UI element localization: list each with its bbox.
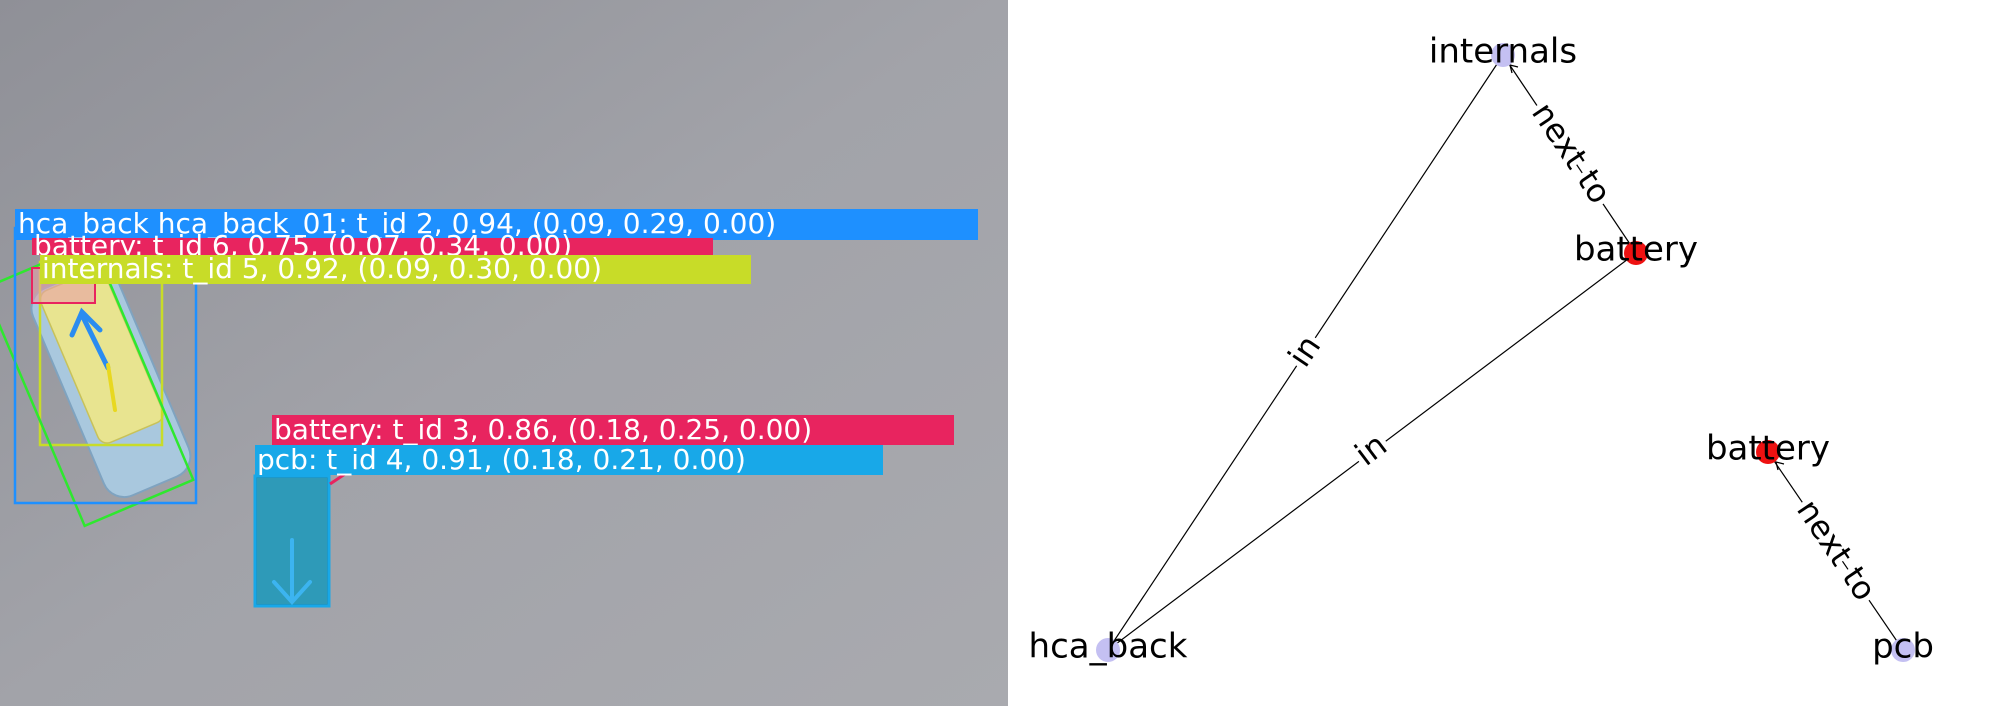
pcb-bbox <box>253 474 331 608</box>
orientation-arrow-internals <box>106 363 117 412</box>
battery-3-leader <box>329 472 346 486</box>
scene-graph: next to in in next to internals battery … <box>1008 0 2000 706</box>
label-text-battery-3: battery: t_id 3, 0.86, (0.18, 0.25, 0.00… <box>274 413 812 446</box>
label-bar-pcb: pcb: t_id 4, 0.91, (0.18, 0.21, 0.00) <box>255 443 883 476</box>
node-hca-back <box>1096 638 1120 662</box>
label-text-pcb: pcb: t_id 4, 0.91, (0.18, 0.21, 0.00) <box>257 443 746 476</box>
label-bar-internals: internals: t_id 5, 0.92, (0.09, 0.30, 0.… <box>40 252 751 285</box>
edge-pcb-battery <box>1767 451 1904 651</box>
edge-hca-back-internals <box>1107 54 1504 651</box>
node-label-hca-back: hca_back <box>1029 627 1188 667</box>
edge-arrowheads <box>1509 64 1785 471</box>
label-bar-battery-3: battery: t_id 3, 0.86, (0.18, 0.25, 0.00… <box>272 413 954 446</box>
node-pcb <box>1891 638 1915 662</box>
graph-nodes <box>1096 43 1915 662</box>
arrowhead-internals <box>1509 64 1519 74</box>
edge-hca-back-battery <box>1107 252 1637 651</box>
table-surface <box>0 0 1008 706</box>
arrowhead-battery-b <box>1775 461 1785 471</box>
label-text-internals: internals: t_id 5, 0.92, (0.09, 0.30, 0.… <box>42 252 602 285</box>
graph-edges <box>1107 54 1904 651</box>
node-label-battery-b: battery <box>1706 429 1830 469</box>
node-label-internals: internals <box>1429 32 1577 72</box>
orientation-arrow-hca-back <box>69 307 111 371</box>
node-internals <box>1491 43 1515 67</box>
node-battery-b <box>1756 440 1780 464</box>
orientation-arrow-pcb <box>272 538 312 605</box>
node-label-pcb: pcb <box>1872 627 1934 667</box>
node-label-battery-a: battery <box>1574 230 1698 270</box>
label-text-hca-back: hca_back hca_back_01: t_id 2, 0.94, (0.0… <box>18 207 776 240</box>
edge-battery-internals <box>1502 54 1637 254</box>
label-bar-hca-back: hca_back hca_back_01: t_id 2, 0.94, (0.0… <box>15 207 978 240</box>
camera-view: hca_back hca_back_01: t_id 2, 0.94, (0.0… <box>0 0 1008 706</box>
node-battery-a <box>1624 241 1648 265</box>
